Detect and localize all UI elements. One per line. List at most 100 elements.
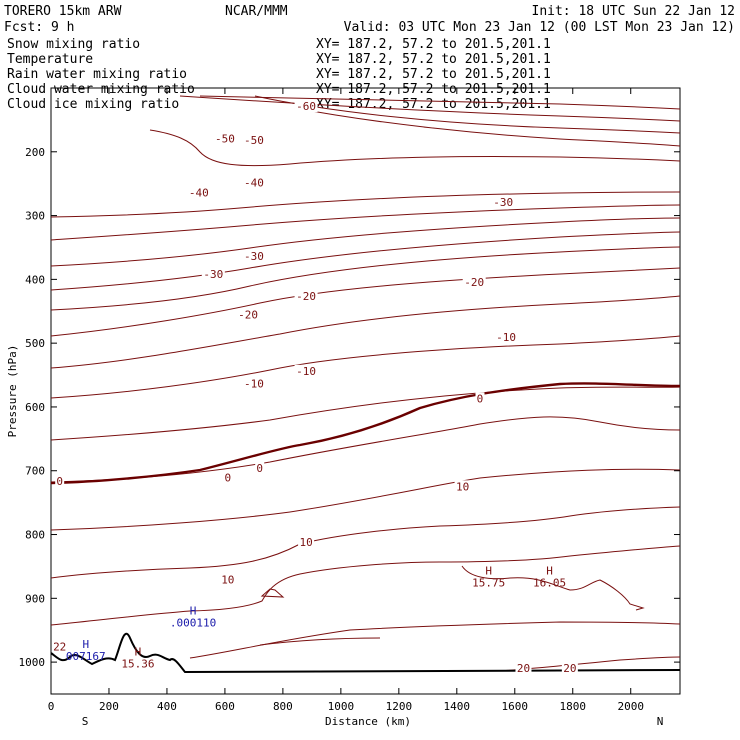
extremum-value: 16.05 [533, 577, 566, 590]
contour-label-bg [219, 573, 236, 586]
center-title: NCAR/MMM [225, 4, 288, 19]
y-tick-label: 200 [25, 146, 45, 159]
contour-label: 20 [563, 662, 576, 675]
x-tick-label: 800 [273, 700, 293, 713]
contour-label-bg [462, 276, 486, 289]
contour-label: 22 [53, 640, 66, 653]
x-tick-label: 1200 [386, 700, 413, 713]
y-tick-label: 700 [25, 465, 45, 478]
contour-label: -30 [244, 250, 264, 263]
y-tick-label: 900 [25, 592, 45, 605]
x-tick-label: 200 [99, 700, 119, 713]
extremum-value: .000110 [170, 616, 216, 629]
contour-label-bg [294, 364, 318, 377]
contour-labels: -60 -50 -50 -40 -40 -30 -30 -30 -20 -20 -20 -10 -10 -… [51, 100, 578, 675]
contour-label-bg [223, 471, 233, 484]
contour-label-bg [55, 475, 65, 488]
y-axis-title: Pressure (hPa) [6, 345, 19, 438]
contour-label: -50 [244, 134, 264, 147]
contour-label-bg [255, 461, 265, 474]
contour-label-bg [294, 100, 318, 113]
extremum-value: 15.36 [121, 658, 154, 671]
y-tick-label: 800 [25, 529, 45, 542]
contour-label-bg [454, 480, 471, 493]
contour-label: -10 [496, 331, 516, 344]
freezing-level-contour [50, 382, 681, 485]
legend: Snow mixing ratio XY= 187.2, 57.2 to 201… [7, 37, 551, 112]
legend-xy: XY= 187.2, 57.2 to 201.5,201.1 [316, 52, 551, 67]
extremum-value: 15.75 [472, 577, 505, 590]
contour-label: 0 [256, 462, 263, 475]
contour-label-bg [201, 267, 225, 280]
contour-label-bg [242, 133, 266, 146]
contour-label: -60 [296, 100, 316, 113]
x-tick-label: 1000 [328, 700, 355, 713]
contour-label-bg [494, 331, 518, 344]
legend-label: Temperature [7, 52, 93, 67]
contour-label: -20 [464, 276, 484, 289]
legend-xy: XY= 187.2, 57.2 to 201.5,201.1 [316, 82, 551, 97]
contour-label: -30 [203, 268, 223, 281]
contour-label: -40 [244, 177, 264, 190]
extremum-symbol: H [135, 646, 142, 659]
legend-label: Cloud ice mixing ratio [7, 97, 179, 112]
contour-label-bg [515, 662, 532, 675]
contour-label-bg [236, 308, 260, 321]
contour-label-bg [475, 392, 485, 405]
contour-label: -20 [296, 290, 316, 303]
contour-label-bg [242, 377, 266, 390]
contour-label: 10 [299, 536, 312, 549]
contour-label-bg [298, 535, 315, 548]
contour-label-bg [561, 662, 578, 675]
contour-label: 10 [456, 480, 469, 493]
init-time: Init: 18 UTC Sun 22 Jan 12 [532, 4, 736, 19]
x-axis-north-label: N [657, 715, 664, 728]
x-tick-label: 2000 [617, 700, 644, 713]
x-tick-label: 600 [215, 700, 235, 713]
x-axis-title: Distance (km) [325, 715, 411, 728]
contour-label-bg [242, 250, 266, 263]
legend-xy: XY= 187.2, 57.2 to 201.5,201.1 [316, 67, 551, 82]
y-tick-label: 500 [25, 337, 45, 350]
contour-label: 0 [56, 475, 63, 488]
valid-time: Valid: 03 UTC Mon 23 Jan 12 (00 LST Mon … [344, 20, 735, 35]
contour-label: -50 [215, 133, 235, 146]
model-title: TORERO 15km ARW [4, 4, 122, 19]
x-tick-label: 0 [48, 700, 55, 713]
x-tick-label: 1800 [560, 700, 587, 713]
x-tick-label: 1400 [444, 700, 471, 713]
extremum-symbol: H [485, 565, 492, 578]
forecast-hour: Fcst: 9 h [4, 20, 74, 35]
contour-label-bg [294, 290, 318, 303]
legend-label: Cloud water mixing ratio [7, 82, 195, 97]
x-axis-south-label: S [82, 715, 89, 728]
contour-label: -10 [244, 378, 264, 391]
temperature-contours [50, 95, 681, 672]
terrain-profile [50, 632, 681, 674]
contour-label-bg [213, 132, 237, 145]
y-tick-label: 300 [25, 210, 45, 223]
legend-label: Snow mixing ratio [7, 37, 140, 52]
contour-label-bg [242, 176, 266, 189]
contour-label: 20 [517, 662, 530, 675]
contour-label: -40 [189, 186, 209, 199]
contour-label: 0 [477, 392, 484, 405]
extremum-symbol: H [82, 638, 89, 651]
contour-label-bg [51, 640, 68, 653]
extremum-value: 007167 [66, 650, 106, 663]
contour-label: -10 [296, 365, 316, 378]
y-tick-label: 1000 [19, 656, 46, 669]
x-axis: 0 200 400 600 800 1000 1200 1400 1600 1800 2000 [48, 88, 644, 713]
contour-label: 10 [221, 573, 234, 586]
plot-frame [50, 87, 681, 695]
y-tick-label: 400 [25, 273, 45, 286]
contour-label-bg [187, 186, 211, 199]
extremum-symbol: H [190, 604, 197, 617]
x-tick-label: 1600 [502, 700, 529, 713]
contour-label: 0 [225, 471, 232, 484]
legend-xy: XY= 187.2, 57.2 to 201.5,201.1 [316, 37, 551, 52]
y-tick-label: 600 [25, 401, 45, 414]
